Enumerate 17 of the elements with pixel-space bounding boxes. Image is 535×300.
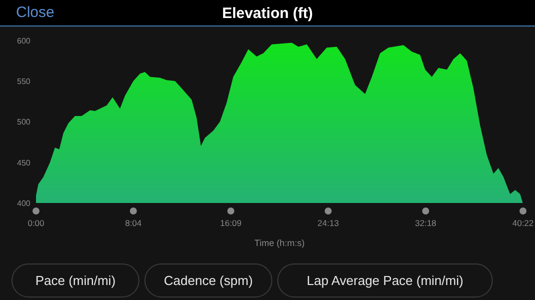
pill-button: Cadence (spm) [144,264,272,298]
y-tick-label: 550 [17,76,31,86]
x-tick-label: 32:18 [415,218,437,228]
y-tick-label: 400 [17,199,31,208]
pill-button: Pace (min/mi) [12,264,140,298]
y-tick-label: 500 [17,118,31,127]
text: Close [16,4,54,21]
x-tick-label: 0:00 [28,218,45,228]
pill-button: Lap Average Pace (min/mi) [277,264,493,298]
y-tick-label: 600 [17,36,31,46]
x-tick-label: 8:04 [125,218,142,228]
x-tick-label: 40:22 [512,218,534,228]
x-axis-title: Time (h:m:s) [254,238,305,248]
x-tick-label: 24:13 [318,218,340,228]
chart-title: Elevation (ft) [222,5,313,22]
x-tick-label: 16:09 [220,218,242,228]
y-tick-label: 450 [17,158,31,168]
